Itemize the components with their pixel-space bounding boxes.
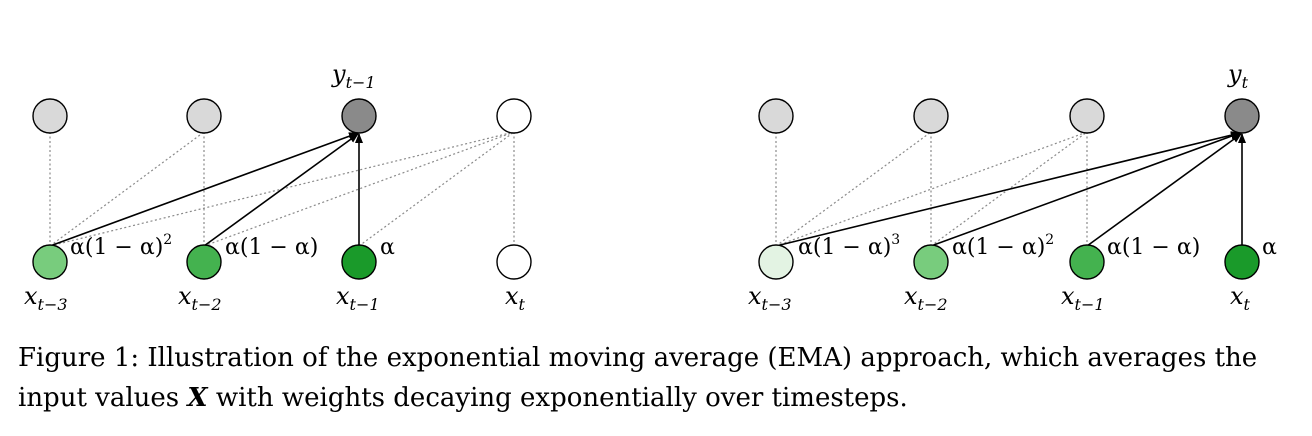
weight-label: α	[1262, 235, 1277, 260]
left-weight-arrows	[49, 132, 363, 247]
input-node-x-t	[1224, 244, 1260, 280]
arrow-x-t3-to-y-t	[775, 131, 1241, 247]
input-node-x-t-minus-3	[32, 244, 68, 280]
right-dotted-edges	[775, 131, 1088, 247]
figure-caption: Figure 1: Illustration of the exponentia…	[18, 338, 1298, 418]
weight-label: α(1 − α)3	[798, 232, 900, 260]
output-label: yt−1	[331, 60, 376, 92]
input-label: xt−2	[904, 282, 948, 314]
weight-label: α(1 − α)	[1107, 235, 1200, 260]
input-node-x-t-minus-1	[341, 244, 377, 280]
weight-label: α	[380, 235, 395, 260]
input-label: xt−2	[178, 282, 222, 314]
future-node	[496, 98, 532, 134]
weight-label: α(1 − α)2	[70, 232, 172, 260]
input-node-x-t-minus-3	[758, 244, 794, 280]
caption-symbol: X	[187, 383, 208, 413]
output-node-y-t	[1224, 98, 1260, 134]
output-node-y-t-minus-1	[341, 98, 377, 134]
input-label: xt−1	[336, 282, 380, 314]
input-node-x-t-minus-1	[1069, 244, 1105, 280]
hidden-node	[32, 98, 68, 134]
caption-text: with weights decaying exponentially over…	[207, 383, 908, 413]
output-label: yt	[1227, 60, 1249, 92]
input-label: xt−3	[748, 282, 792, 314]
input-label: xt−1	[1061, 282, 1105, 314]
left-panel: yt−1 α(1 − α)2 α(1 − α) α xt−3 xt−2 xt−1…	[24, 60, 532, 314]
input-label: xt−3	[24, 282, 68, 314]
right-panel: yt α(1 − α)3 α(1 − α)2 α(1 − α) α xt−3 x…	[748, 60, 1277, 314]
arrow-x-t1-to-y-t	[1086, 133, 1242, 247]
input-label: xt	[1230, 282, 1251, 314]
input-node-x-t-minus-2	[913, 244, 949, 280]
hidden-node	[186, 98, 222, 134]
input-node-x-t-minus-2	[186, 244, 222, 280]
weight-label: α(1 − α)	[225, 235, 318, 260]
hidden-node	[913, 98, 949, 134]
input-node-x-t	[496, 244, 532, 280]
weight-label: α(1 − α)2	[952, 232, 1054, 260]
arrow-x-t3-to-y-t1	[49, 132, 359, 247]
arrow-x-t2-to-y-t	[930, 132, 1241, 247]
hidden-node	[1069, 98, 1105, 134]
caption-text: Figure 1: Illustration of the exponentia…	[18, 343, 1258, 413]
hidden-node	[758, 98, 794, 134]
arrow-x-t2-to-y-t1	[203, 133, 359, 247]
right-weight-arrows	[775, 131, 1246, 247]
input-label: xt	[505, 282, 526, 314]
